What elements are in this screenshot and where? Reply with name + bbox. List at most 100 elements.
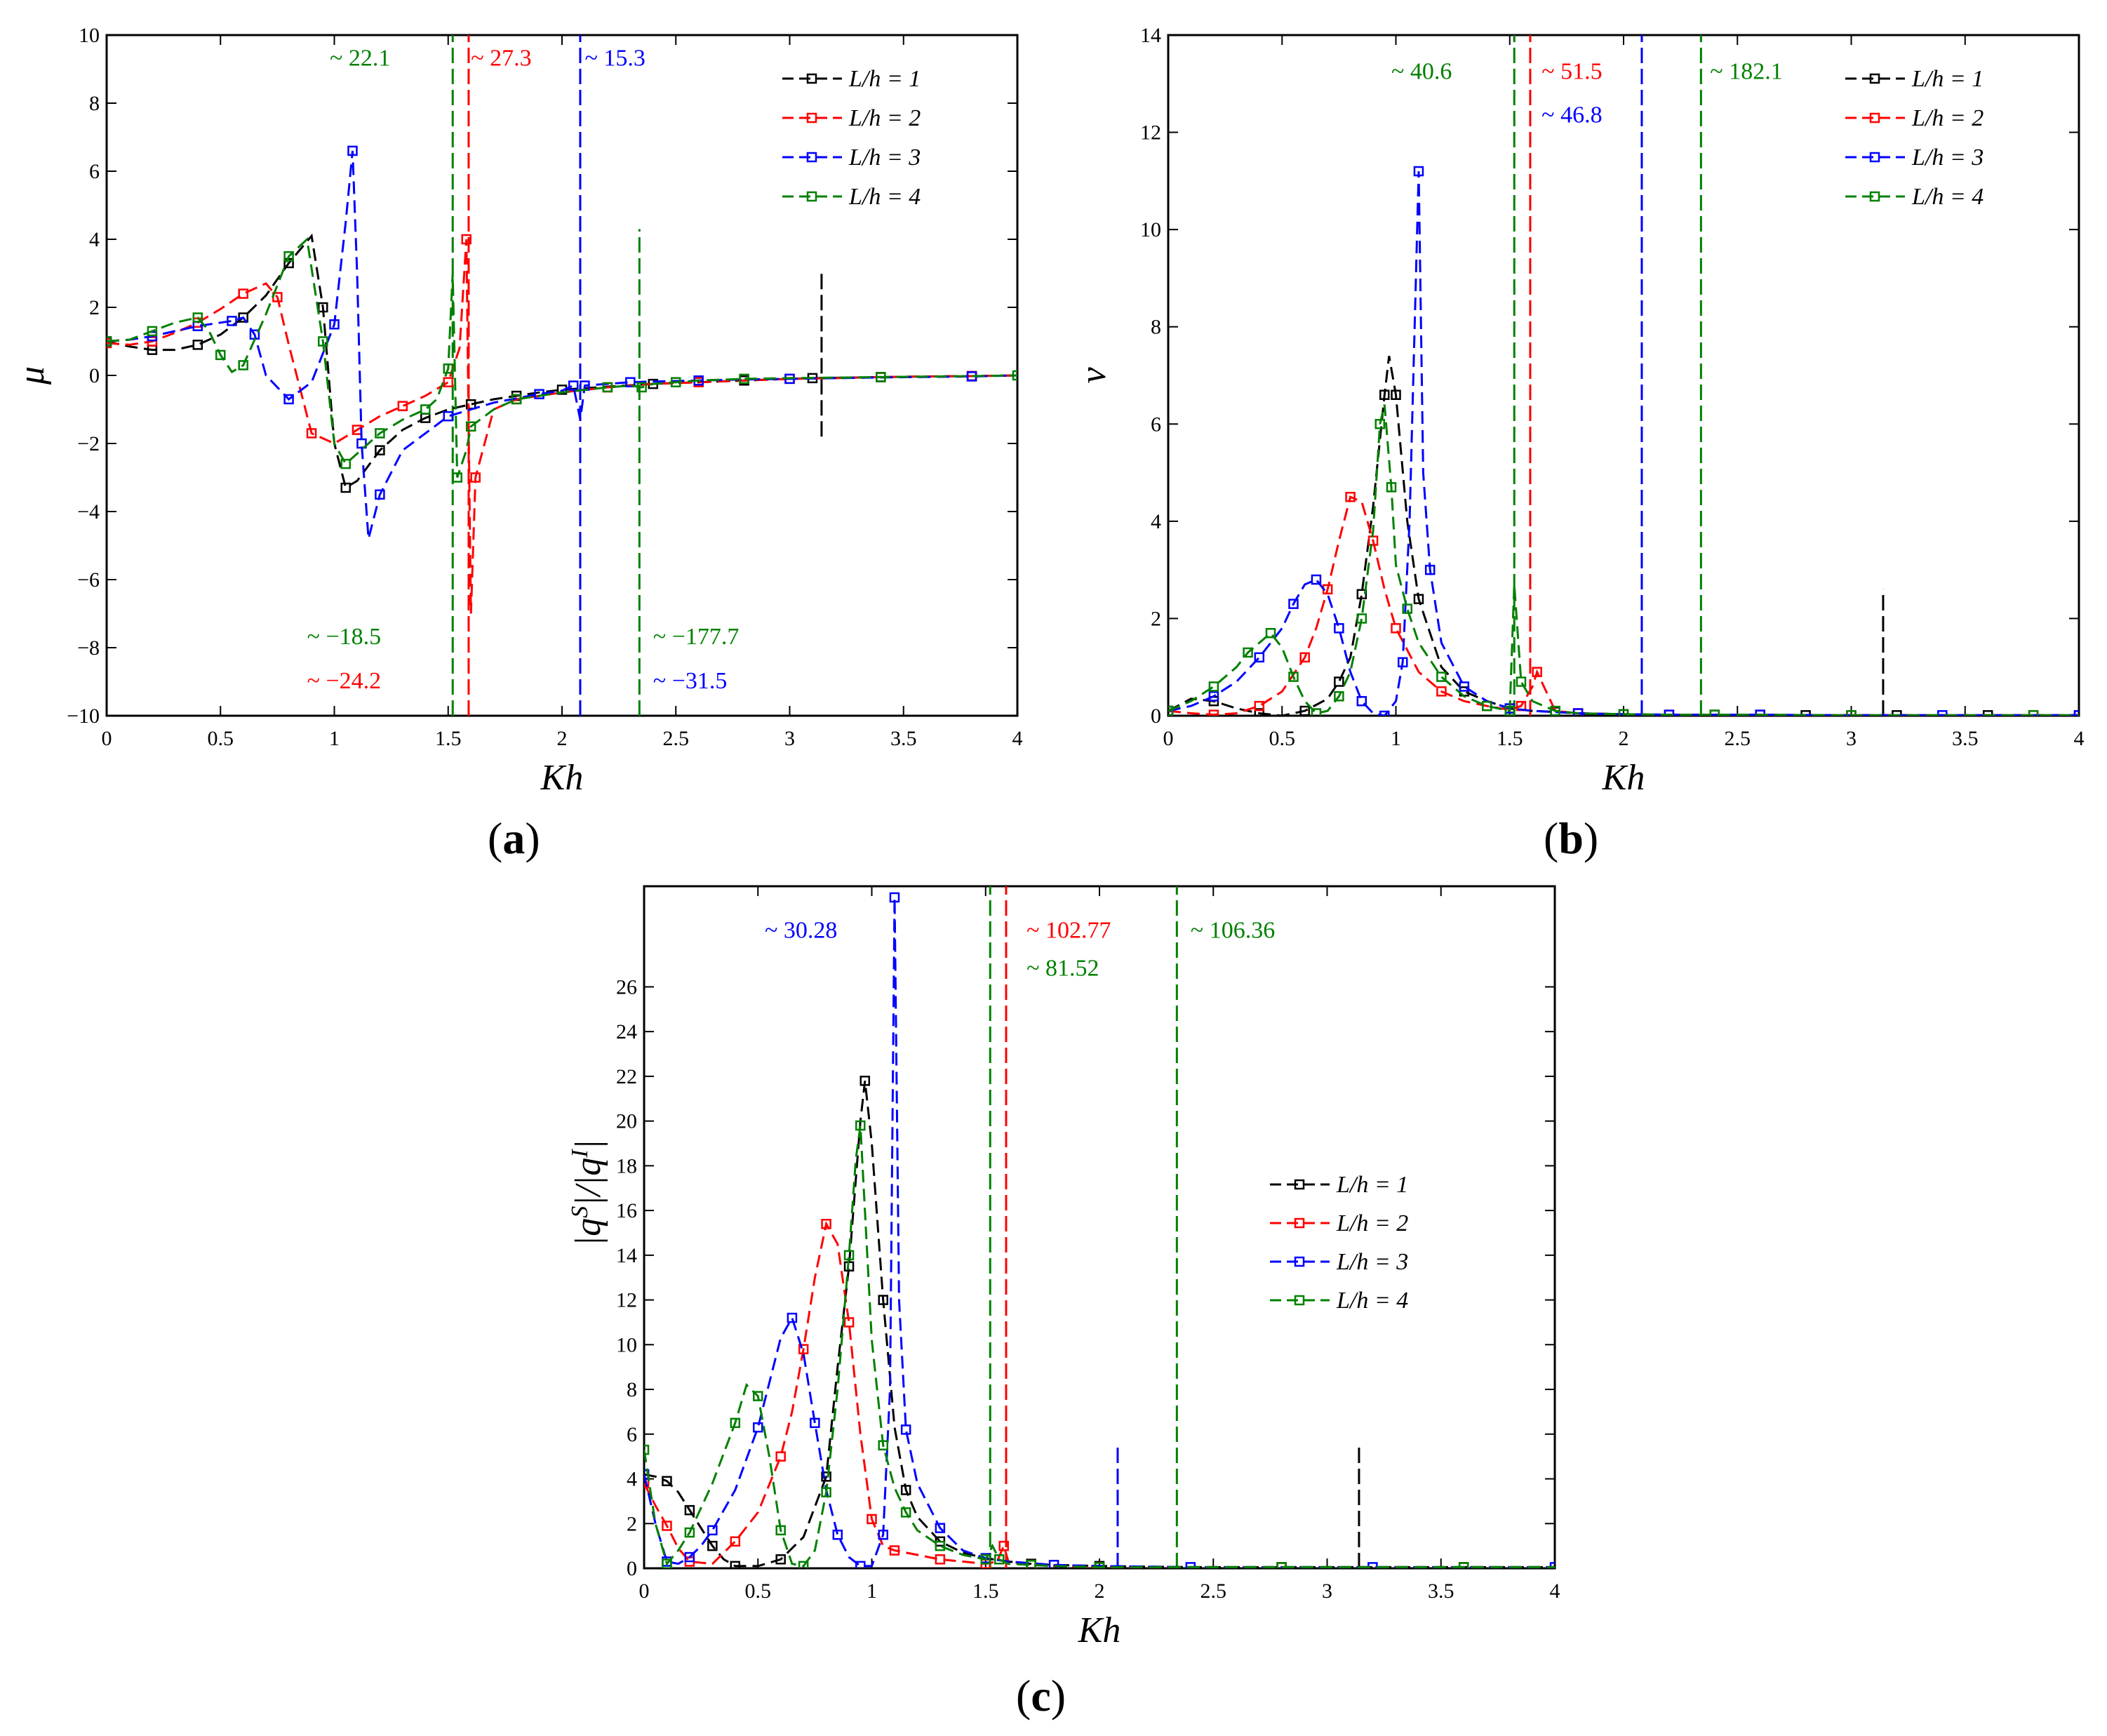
data-point [1094,1562,1105,1568]
data-point [340,482,351,493]
legend-label: L/h = 1 [848,66,921,92]
legend-marker [1294,1295,1305,1306]
annotation: ~ 30.28 [765,917,837,943]
annotation: ~ 22.1 [330,46,390,72]
data-point [318,336,328,347]
series-markers-2 [107,234,977,483]
data-point [283,394,294,405]
annotation: ~ −31.5 [653,668,728,694]
y-tick-label: 10 [79,24,100,47]
data-point [534,389,544,399]
data-point [994,1554,1005,1565]
plot-area [107,35,1017,716]
data-point [889,1545,900,1556]
y-tick-label: 6 [89,160,100,183]
series-line-2 [1168,495,2079,716]
series-markers-4 [107,251,1017,483]
data-point [1516,676,1527,687]
data-point [876,372,886,382]
series-markers-3 [644,892,1555,1568]
x-tick-label: 4 [1012,727,1023,750]
x-tick-label: 2.5 [1200,1580,1227,1603]
y-axis-label: |qS|/|qI| [567,1140,609,1246]
data-point [1208,709,1219,716]
data-point [192,312,203,323]
data-point [1334,691,1344,702]
data-point [568,380,579,391]
axes-frame [105,34,1019,717]
chart-b: 0 0.5 1 1.5 2 2.5 3 3.5 4 0 2 4 6 8 10 12 14 Kh ν ~ 40.6 ~ 5… [1073,24,2085,798]
data-point [1345,491,1356,502]
legend-marker [806,191,817,202]
legend-marker [1294,1217,1305,1229]
x-tick-label: 0.5 [1269,727,1296,750]
legend-label: L/h = 3 [1336,1249,1408,1275]
data-point [730,1561,741,1568]
x-tick-label: 2.5 [1725,727,1751,750]
data-point [900,1424,911,1435]
x-tick-label: 1.5 [435,727,462,750]
data-point [684,1504,695,1516]
data-point [636,382,647,393]
data-point [1208,681,1219,692]
x-tick-label: 1 [1391,727,1401,750]
annotation: ~ −177.7 [653,624,740,650]
x-tick-label: 2 [557,727,568,750]
series-markers-4 [644,1120,1469,1568]
panel-label-b: (b) [1544,813,1599,863]
y-tick-label: 4 [89,228,100,251]
y-tick-label: −4 [77,500,100,523]
data-point [1012,370,1017,381]
legend-marker [1869,191,1880,202]
series-markers-1 [1168,389,2079,716]
data-point [878,1295,888,1305]
data-point [347,145,358,156]
y-tick-label: 14 [616,1244,637,1267]
x-tick-label: 0 [1163,727,1174,750]
data-point [1374,419,1386,429]
data-point [1379,710,1390,716]
legend-marker [1294,1179,1305,1190]
chart-c: 0 0.5 1 1.5 2 2.5 3 3.5 402468101214161820222426… [567,885,1560,1650]
data-point [1413,166,1424,177]
x-tick-label: 3 [1846,727,1857,750]
data-point [707,1525,718,1536]
data-point [730,1536,741,1547]
legend-marker [1869,73,1880,84]
data-point [1254,700,1265,712]
data-point [980,1554,991,1565]
annotation: ~ 51.5 [1541,58,1602,84]
legend: L/h = 1 L/h = 2 L/h = 3 L/h = 4 [1270,1172,1408,1314]
y-tick-label: 6 [1151,413,1161,436]
data-point [1846,710,1857,716]
legend-label: L/h = 4 [1336,1288,1408,1314]
annotation: ~ 40.6 [1391,58,1452,84]
y-tick-label: 12 [616,1289,637,1312]
data-point [1386,482,1397,493]
legend-label: L/h = 4 [848,184,921,210]
data-point [2073,710,2079,716]
y-tick-label: 8 [627,1378,637,1401]
y-tick-label: −2 [77,432,100,455]
x-tick-label: 3 [1322,1580,1332,1603]
data-point [1276,1562,1287,1568]
data-point [192,340,203,350]
series-line-2 [644,1221,1555,1568]
data-point [1482,700,1492,712]
y-axis-label: μ [12,366,52,385]
x-tick-label: 3.5 [1428,1580,1454,1603]
data-point [684,1551,695,1563]
series-markers-2 [1168,491,2039,716]
data-point [843,1250,855,1261]
data-point [465,421,476,432]
x-axis-label: Kh [1602,758,1645,798]
data-point [935,1554,946,1565]
annotation: ~ 46.8 [1541,102,1602,128]
data-point [1709,709,1720,716]
data-point [662,1476,672,1486]
series-markers-3 [1168,166,2079,716]
data-point [810,1417,820,1429]
data-point [1356,613,1367,624]
data-point [461,234,471,245]
data-point [900,1485,911,1495]
